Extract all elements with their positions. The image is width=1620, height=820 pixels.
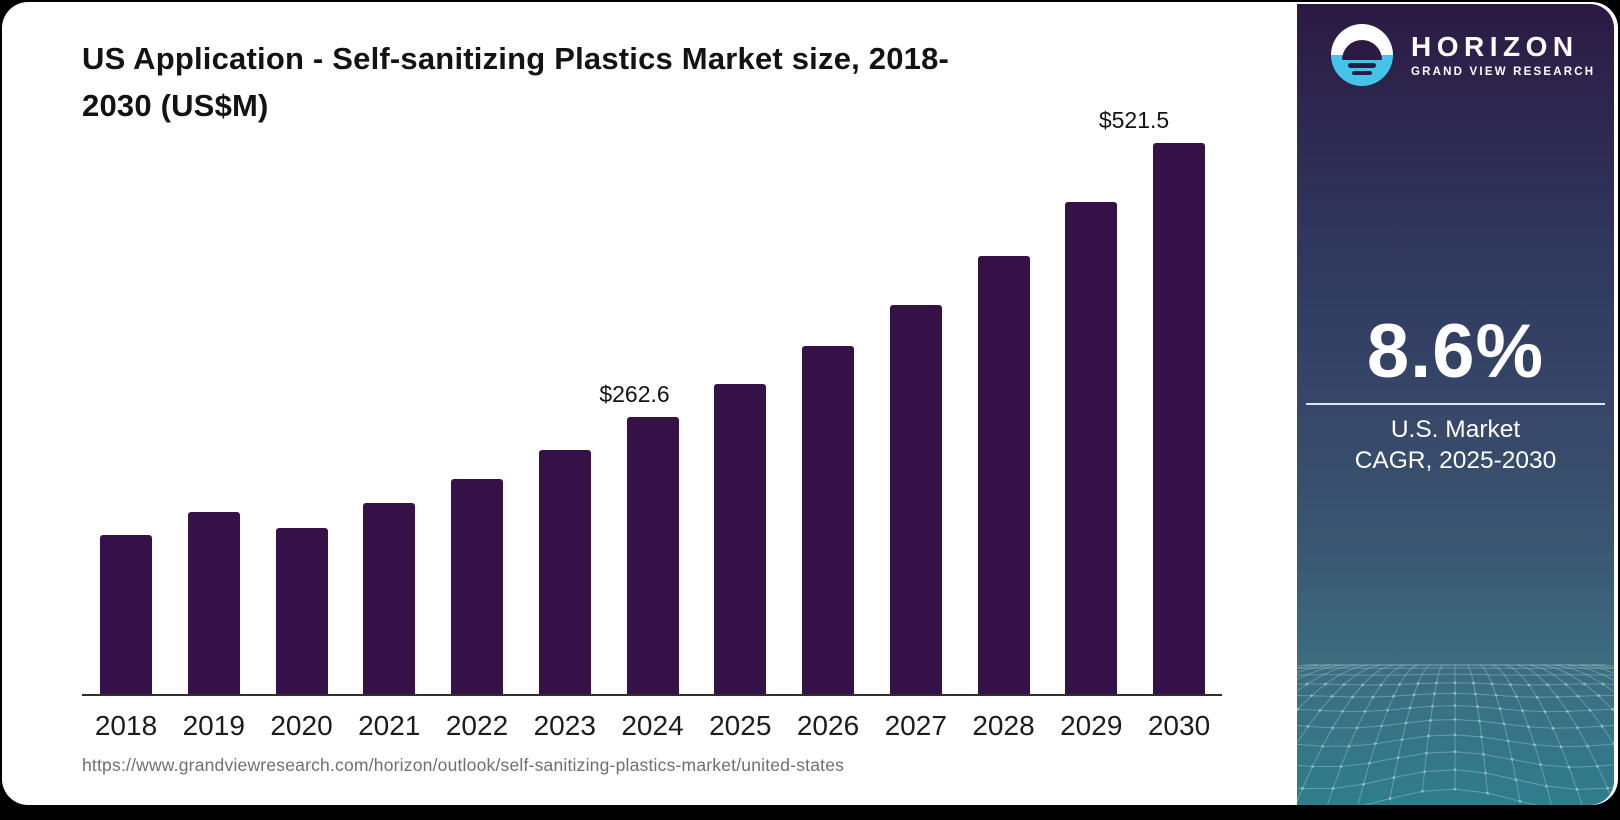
- x-tick-2021: 2021: [358, 710, 420, 742]
- brand-name: HORIZON: [1411, 31, 1579, 62]
- bar-rect-2030: [1153, 143, 1205, 695]
- bar-2029: [1065, 202, 1118, 695]
- bar-2023: [538, 450, 591, 695]
- bar-rect-2020: [275, 528, 328, 695]
- bar-rect-2019: [187, 512, 240, 695]
- bar-2030: $521.5: [1099, 107, 1205, 695]
- horizon-sun-over-water-icon: [1331, 24, 1393, 86]
- bar-2022: [451, 479, 503, 695]
- bar-rect-2018: [100, 535, 152, 695]
- x-tick-label-2022: 2022: [445, 710, 509, 741]
- brand-logo: HORIZON GRAND VIEW RESEARCH: [1331, 24, 1595, 86]
- x-tick-2027: 2027: [885, 710, 947, 742]
- bar-rect-2028: [977, 256, 1030, 695]
- source-url-text: https://www.grandviewresearch.com/horizo…: [82, 755, 845, 775]
- x-tick-label-2023: 2023: [533, 710, 596, 741]
- chart-title: US Application - Self-sanitizing Plastic…: [82, 41, 950, 123]
- bar-rect-2022: [451, 479, 503, 695]
- bar-2020: [275, 528, 328, 695]
- cagr-value: 8.6%: [1366, 309, 1545, 394]
- bar-rect-2029: [1065, 202, 1118, 695]
- bar-chart-plot-area: $262.6 $521.5: [100, 107, 1205, 695]
- x-tick-2018: 2018: [95, 710, 157, 742]
- bar-value-label-2024: $262.6: [599, 381, 670, 407]
- x-tick-2028: 2028: [972, 710, 1034, 742]
- bar-value-label-2030: $521.5: [1098, 107, 1170, 133]
- x-tick-label-2024: 2024: [621, 710, 684, 741]
- bar-rect-2025: [714, 384, 767, 695]
- bar-2026: [802, 346, 854, 695]
- bar-rect-2021: [363, 503, 416, 695]
- x-tick-2030: 2030: [1148, 710, 1210, 742]
- x-tick-label-2021: 2021: [358, 710, 421, 741]
- x-tick-label-2018: 2018: [94, 710, 158, 741]
- bar-2025: [714, 384, 767, 695]
- x-tick-label-2020: 2020: [270, 710, 333, 741]
- bar-rect-2024: [626, 417, 679, 695]
- stat-divider: [1306, 403, 1605, 405]
- x-tick-2029: 2029: [1060, 710, 1122, 742]
- cagr-label-line2: CAGR, 2025-2030: [1354, 447, 1557, 474]
- cagr-label-line1: U.S. Market: [1390, 416, 1521, 443]
- bar-2028: [977, 256, 1030, 695]
- chart-card: US Application - Self-sanitizing Plastic…: [2, 2, 1618, 805]
- brand-panel: HORIZON GRAND VIEW RESEARCH 8.6% U.S. Ma…: [1297, 4, 1614, 805]
- cagr-label: U.S. Market CAGR, 2025-2030: [1297, 414, 1614, 476]
- bar-2027: [889, 305, 942, 695]
- x-tick-2020: 2020: [270, 710, 332, 742]
- x-tick-2019: 2019: [183, 710, 245, 742]
- x-tick-2025: 2025: [709, 710, 771, 742]
- x-tick-label-2028: 2028: [972, 710, 1035, 741]
- brand-subtitle: GRAND VIEW RESEARCH: [1411, 66, 1596, 78]
- x-tick-label-2029: 2029: [1060, 710, 1123, 741]
- x-tick-label-2030: 2030: [1147, 710, 1211, 741]
- bar-2024: $262.6: [599, 381, 679, 695]
- x-tick-2022: 2022: [446, 710, 508, 742]
- x-axis-line: [82, 694, 1222, 696]
- x-tick-label-2026: 2026: [796, 710, 860, 741]
- x-tick-2026: 2026: [797, 710, 859, 742]
- bar-2019: [187, 512, 240, 695]
- horizon-mesh-decoration: [1297, 664, 1614, 805]
- bar-rect-2027: [889, 305, 942, 695]
- x-tick-label-2027: 2027: [884, 710, 947, 741]
- bar-2021: [363, 503, 416, 695]
- bar-2018: [100, 535, 152, 695]
- x-tick-2023: 2023: [534, 710, 596, 742]
- x-tick-label-2025: 2025: [709, 710, 772, 741]
- bar-rect-2026: [802, 346, 854, 695]
- bar-rect-2023: [538, 450, 591, 695]
- x-tick-label-2019: 2019: [182, 710, 245, 741]
- x-axis-tick-labels: 2018 2019 2020 2021 2022 2023 2024 2025 2026 2027…: [95, 710, 1210, 742]
- x-tick-2024: 2024: [621, 710, 683, 742]
